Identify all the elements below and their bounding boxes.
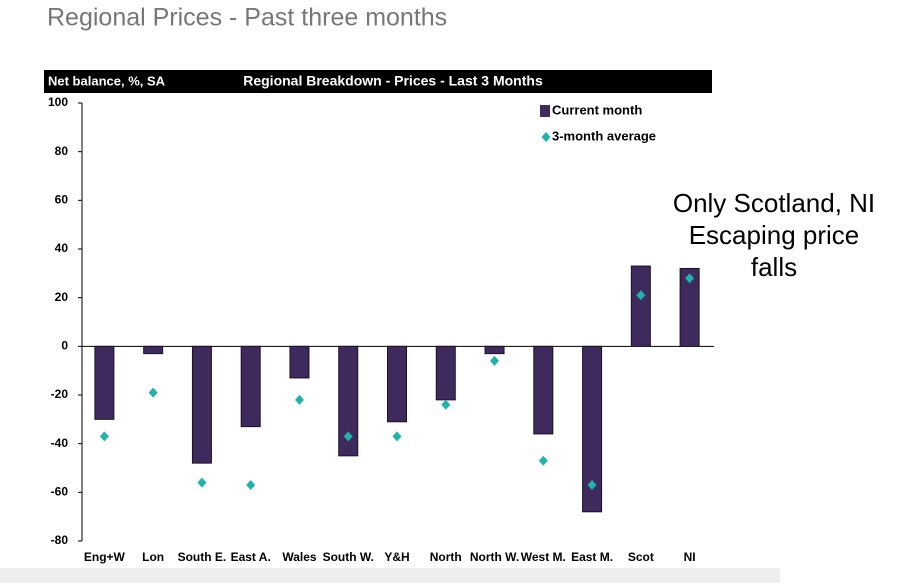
x-tick-label: North W.	[470, 550, 519, 564]
average-marker	[294, 394, 304, 405]
bar	[191, 345, 212, 464]
annotation: Escaping price	[689, 220, 860, 250]
bar	[289, 345, 310, 379]
bar	[338, 345, 359, 457]
average-marker	[538, 455, 548, 466]
x-tick-label: West M.	[521, 550, 566, 564]
average-marker	[197, 477, 207, 488]
y-tick-label: -20	[51, 387, 69, 401]
annotation: Only Scotland, NI	[673, 188, 875, 218]
x-tick-label: East M.	[571, 550, 613, 564]
footer-band	[0, 568, 780, 583]
average-marker	[148, 387, 158, 398]
y-tick-label: 0	[61, 339, 68, 353]
x-tick-label: Scot	[628, 550, 654, 564]
x-tick-label: North	[430, 550, 462, 564]
average-marker	[441, 399, 451, 410]
y-tick-label: 40	[55, 241, 69, 255]
bar	[484, 345, 505, 355]
average-marker	[99, 431, 109, 442]
y-tick-label: -60	[51, 485, 69, 499]
average-marker	[392, 431, 402, 442]
legend-swatch	[540, 105, 550, 117]
y-tick-label: 60	[55, 193, 69, 207]
bar	[94, 345, 115, 420]
y-tick-label: -80	[51, 533, 69, 547]
bar	[533, 345, 554, 435]
legend-label: Current month	[552, 102, 642, 117]
bar	[630, 265, 651, 347]
y-tick-label: -40	[51, 436, 69, 450]
bar	[240, 345, 261, 428]
x-tick-label: Lon	[142, 550, 164, 564]
x-tick-label: Wales	[282, 550, 317, 564]
y-tick-label: 80	[55, 144, 69, 158]
x-tick-label: East A.	[231, 550, 271, 564]
average-marker	[490, 355, 500, 366]
bar	[387, 345, 407, 423]
bar	[679, 267, 700, 347]
average-marker	[587, 480, 597, 491]
average-marker	[246, 480, 256, 491]
x-tick-label: Eng+W	[84, 550, 126, 564]
annotation: falls	[751, 252, 797, 282]
bar	[435, 345, 456, 401]
x-tick-label: NI	[684, 550, 696, 564]
y-tick-label: 20	[55, 290, 69, 304]
x-tick-label: South W.	[323, 550, 374, 564]
average-marker	[343, 431, 353, 442]
legend-label: 3-month average	[552, 128, 656, 143]
bar	[143, 345, 164, 355]
chart-header	[44, 70, 712, 93]
y-tick-label: 100	[48, 95, 68, 109]
page-title: Regional Prices - Past three months	[47, 4, 447, 32]
header-left: Net balance, %, SA	[48, 73, 166, 88]
average-marker	[685, 273, 695, 284]
x-tick-label: South E.	[178, 550, 227, 564]
average-marker	[636, 290, 646, 301]
chart-title: Regional Breakdown - Prices - Last 3 Mon…	[243, 73, 543, 89]
x-tick-label: Y&H	[384, 550, 409, 564]
legend-swatch	[541, 132, 551, 142]
bar	[582, 345, 603, 513]
